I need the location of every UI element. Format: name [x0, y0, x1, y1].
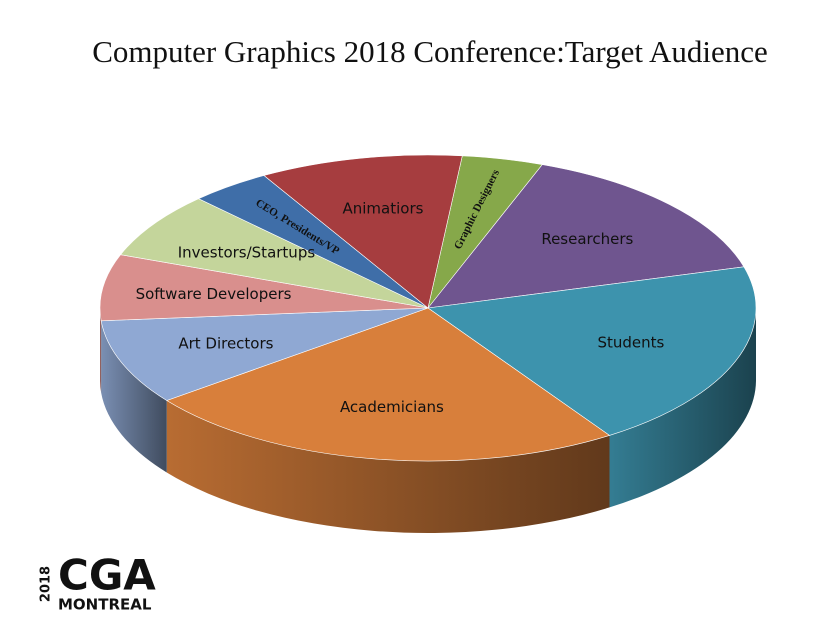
slice [100, 307, 429, 401]
slice-label: Academicians [340, 398, 444, 416]
slice-label: Investors/Startups [178, 244, 316, 262]
slice [427, 164, 745, 309]
pie-sides [100, 308, 756, 533]
logo-year: 2018 [39, 566, 54, 602]
slice-side [101, 320, 167, 473]
slice [427, 266, 757, 436]
pie-tops [99, 154, 757, 462]
slice-side [100, 308, 102, 393]
slice-label: Students [597, 334, 664, 352]
chart-title: Computer Graphics 2018 Conference:Target… [92, 34, 768, 69]
slice-label: Animatiors [343, 200, 424, 218]
logo-city: MONTREAL [58, 596, 152, 614]
slice-side [166, 400, 610, 533]
slice [263, 154, 463, 309]
slice [120, 198, 429, 309]
slice [166, 307, 611, 462]
pie: Graphic Designers ResearchersStudentsAcad… [99, 154, 757, 533]
slice-label: Art Directors [178, 335, 273, 353]
slice-side [609, 308, 756, 508]
slice [99, 254, 429, 322]
slice-label: Software Developers [136, 285, 292, 303]
slice-label: Researchers [541, 230, 633, 248]
logo-name: CGA [58, 551, 156, 600]
logo: 2018 CGA MONTREAL [39, 551, 157, 614]
